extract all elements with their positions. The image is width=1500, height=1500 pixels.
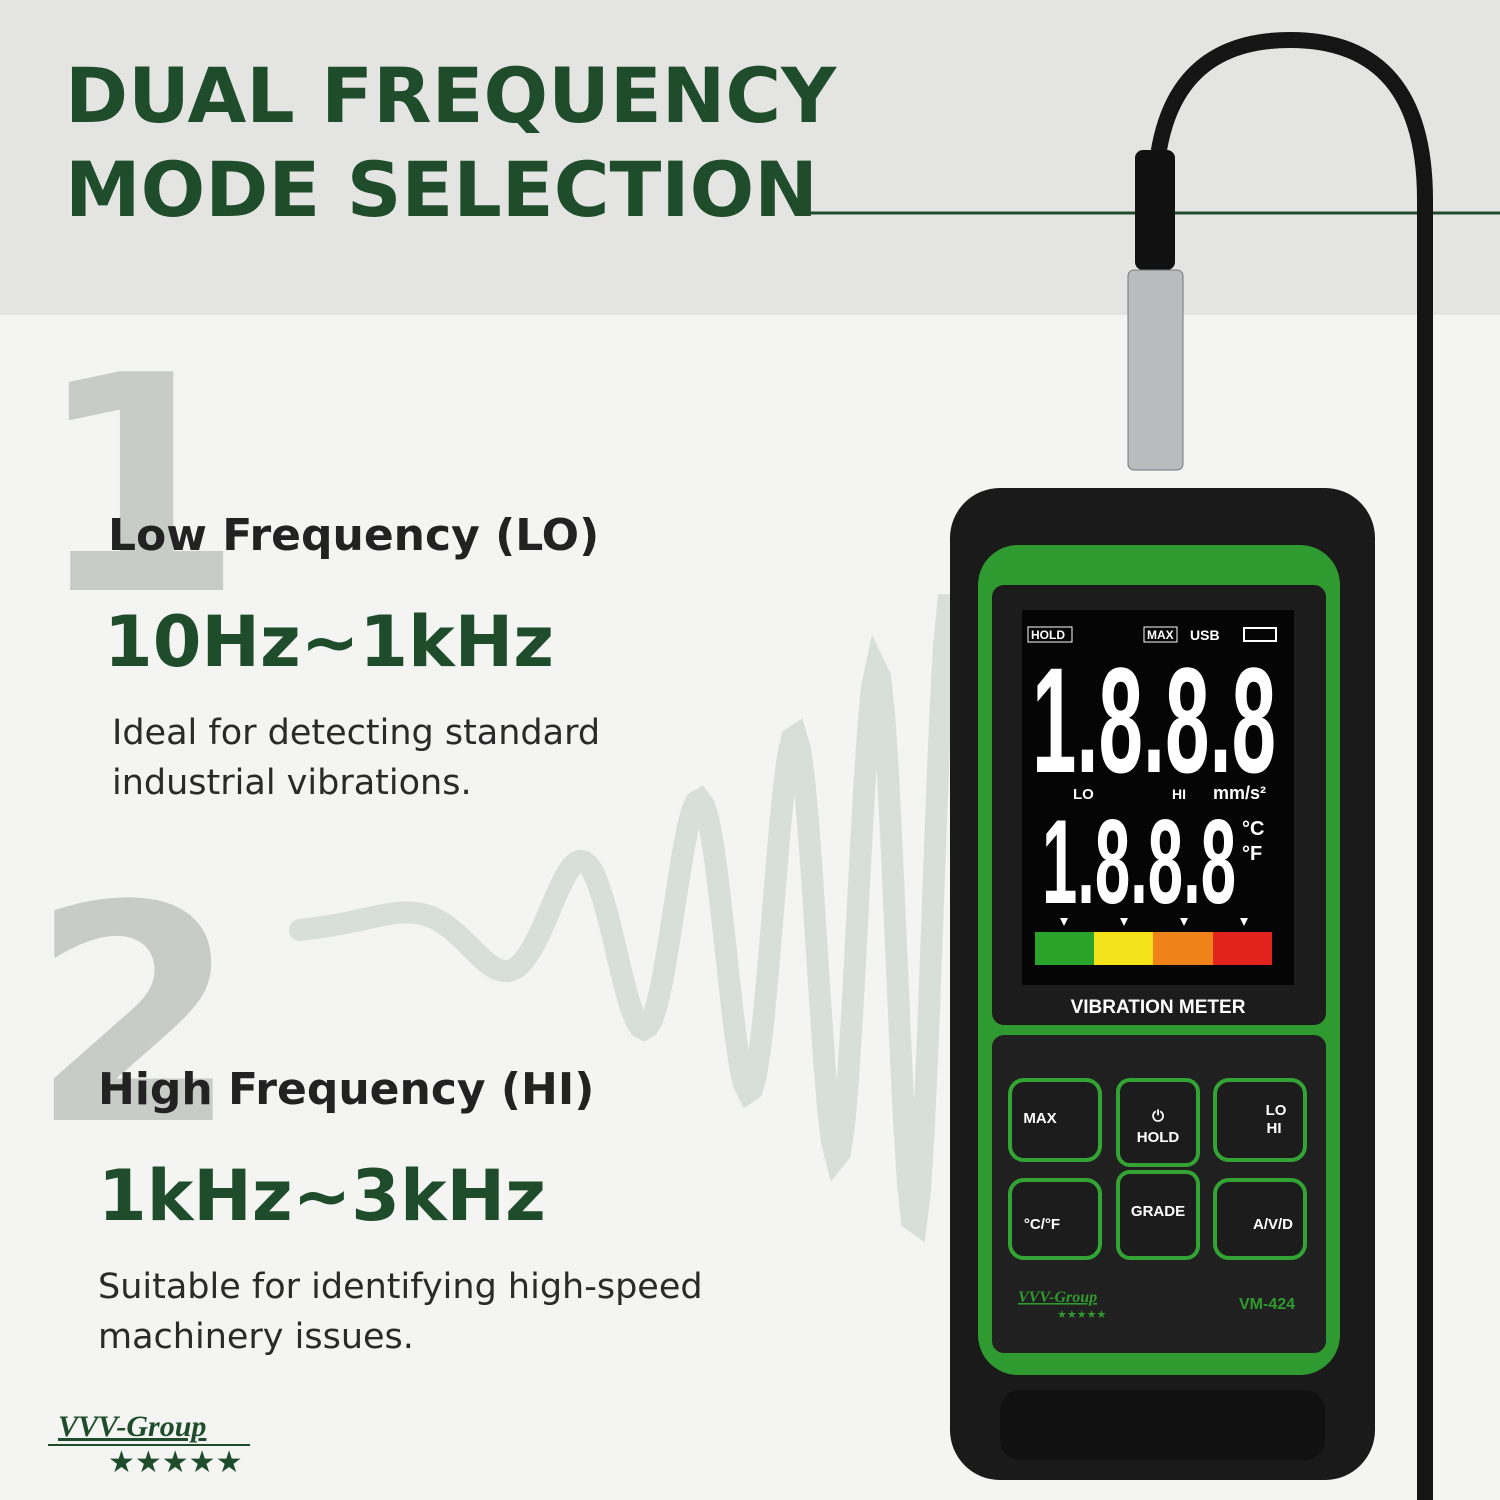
screen [1022, 610, 1294, 985]
button-label: HI [1267, 1120, 1282, 1137]
indicator-box [1027, 626, 1073, 643]
button[interactable] [1116, 1170, 1200, 1260]
unit: mm/s² [1213, 783, 1266, 803]
mode-number: 1 [35, 312, 244, 661]
secondary-reading: 1.8.8.8 [1042, 795, 1236, 929]
grade-bar [1035, 918, 1272, 965]
indicator: HOLD [1031, 628, 1065, 642]
mode-label: LO [1073, 786, 1094, 803]
button[interactable] [1213, 1078, 1307, 1162]
cable [1147, 31, 1433, 1500]
mode-number: 2 [30, 842, 239, 1191]
mode-name: High Frequency (HI) [98, 1064, 594, 1115]
wave [289, 593, 971, 1243]
device-brand: VVV-Group [1018, 1289, 1097, 1306]
device-foot [1000, 1390, 1325, 1460]
mode-description: Suitable for identifying high-speed [98, 1267, 703, 1307]
mode-label: HI [1172, 786, 1186, 802]
brand-name: VVV-Group [58, 1410, 206, 1443]
power-icon: ⏻ [1152, 1108, 1164, 1125]
button-label: MAX [1023, 1110, 1056, 1127]
grade-segment [1035, 932, 1094, 965]
button[interactable] [1213, 1178, 1307, 1260]
button-label: °C/°F [1024, 1216, 1060, 1233]
button-label: LO [1266, 1102, 1287, 1119]
mode-range: 10Hz~1kHz [104, 601, 554, 683]
mode-description: machinery issues. [98, 1317, 414, 1357]
button-label: HOLD [1137, 1129, 1180, 1146]
temp-unit: °C [1242, 818, 1264, 840]
button[interactable] [1008, 1178, 1102, 1260]
main-reading: 1.8.8.8 [1032, 636, 1276, 804]
grade-segment [1213, 932, 1272, 965]
mode-description: Ideal for detecting standard [112, 713, 600, 753]
title-line: DUAL FREQUENCY [65, 51, 837, 140]
button-label: A/V/D [1253, 1216, 1293, 1233]
title-band [0, 0, 1500, 315]
button[interactable] [1008, 1078, 1102, 1162]
button[interactable] [1116, 1078, 1200, 1167]
mode-range: 1kHz~3kHz [98, 1155, 546, 1237]
device-stars: ★★★★★ [1057, 1308, 1106, 1321]
mode-name: Low Frequency (LO) [108, 510, 599, 561]
cable-boot [1135, 150, 1175, 270]
brand-stars: ★★★★★ [108, 1445, 242, 1480]
button-label: GRADE [1131, 1203, 1185, 1220]
grade-segment [1094, 932, 1153, 965]
battery-icon [1243, 627, 1277, 642]
indicator: USB [1190, 627, 1220, 643]
title-line: MODE SELECTION [65, 145, 818, 234]
connector [1127, 269, 1184, 471]
device-label: VIBRATION METER [1071, 997, 1246, 1018]
temp-unit: °F [1242, 843, 1262, 865]
mode-description: industrial vibrations. [112, 763, 472, 803]
device-model: VM-424 [1239, 1296, 1295, 1313]
indicator-box [1143, 626, 1178, 643]
grade-segment [1153, 932, 1213, 965]
indicator: MAX [1147, 628, 1174, 642]
